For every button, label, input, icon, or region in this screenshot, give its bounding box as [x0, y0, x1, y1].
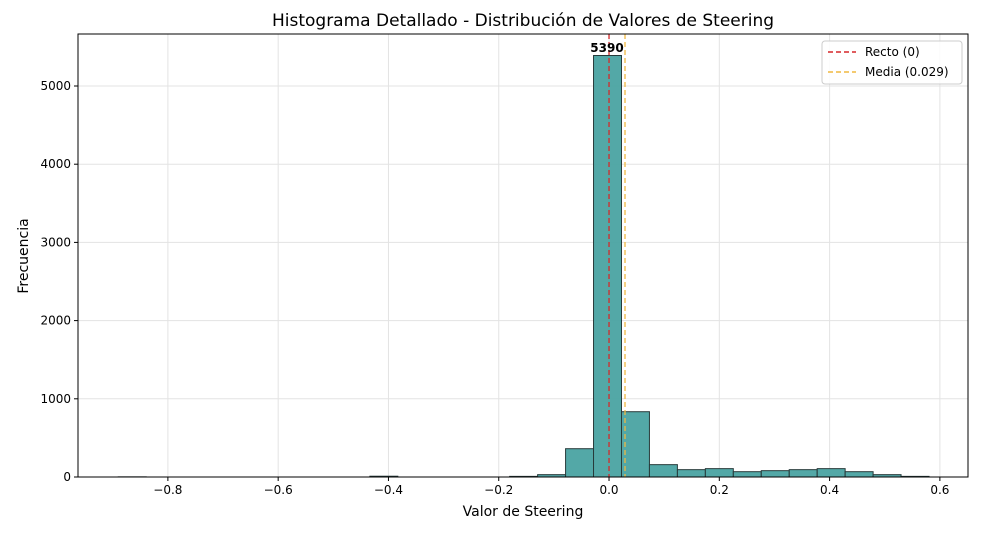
- plot-frame: [78, 34, 968, 477]
- x-tick-label: 0.2: [710, 483, 729, 497]
- chart-title: Histograma Detallado - Distribución de V…: [272, 11, 774, 31]
- histogram-bar: [817, 469, 845, 477]
- peak-data-label: 5390: [590, 41, 623, 55]
- histogram-bar: [705, 469, 733, 477]
- y-tick-label: 0: [63, 470, 71, 484]
- legend-label-recto: Recto (0): [865, 45, 920, 59]
- x-tick-label: −0.6: [264, 483, 293, 497]
- histogram-bar: [677, 470, 705, 477]
- x-tick-label: 0.0: [599, 483, 618, 497]
- y-tick-label: 2000: [40, 314, 71, 328]
- x-tick-label: −0.8: [153, 483, 182, 497]
- histogram-bar: [594, 56, 622, 477]
- histogram-bar: [845, 472, 873, 477]
- histogram-bar: [733, 472, 761, 477]
- legend: Recto (0) Media (0.029): [822, 41, 962, 84]
- x-tick-label: 0.4: [820, 483, 839, 497]
- y-tick-label: 1000: [40, 392, 71, 406]
- y-tick-label: 5000: [40, 79, 71, 93]
- x-tick-label: −0.4: [374, 483, 403, 497]
- histogram-bar: [649, 465, 677, 477]
- y-axis-label: Frecuencia: [16, 218, 32, 293]
- legend-label-media: Media (0.029): [865, 65, 949, 79]
- histogram-bar: [789, 470, 817, 477]
- y-tick-label: 4000: [40, 157, 71, 171]
- y-tick-label: 3000: [40, 235, 71, 249]
- x-axis-label: Valor de Steering: [463, 504, 584, 520]
- x-tick-label: −0.2: [484, 483, 513, 497]
- histogram-bar: [761, 471, 789, 477]
- x-tick-label: 0.6: [930, 483, 949, 497]
- histogram-bar: [566, 449, 594, 477]
